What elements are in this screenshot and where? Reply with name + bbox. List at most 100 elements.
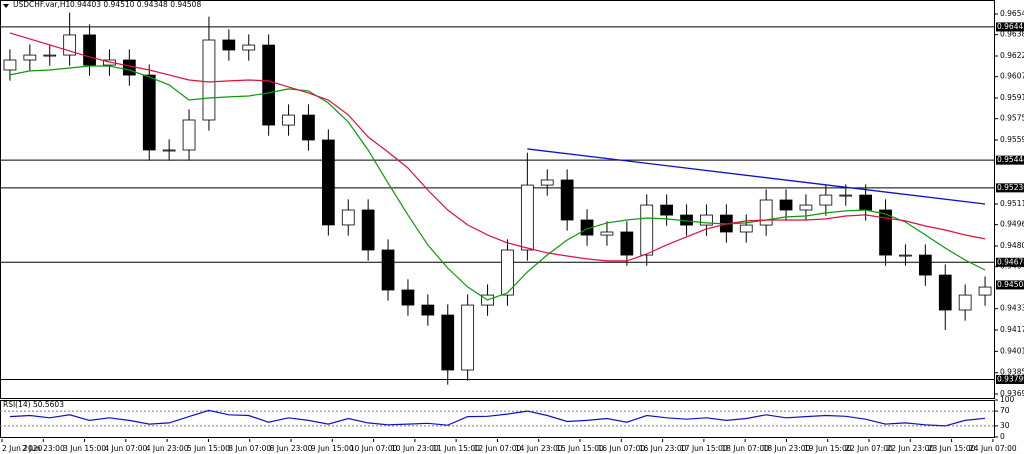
x-tick-label: 5 Jun 15:00 bbox=[187, 444, 230, 453]
candle-body bbox=[859, 194, 873, 211]
x-tick-label: 12 Jun 07:00 bbox=[474, 444, 522, 453]
candle-body bbox=[242, 44, 256, 51]
candle-body bbox=[520, 184, 534, 251]
x-tick-label: 8 Jun 07:00 bbox=[228, 444, 271, 453]
panel-frame bbox=[0, 0, 995, 399]
x-tick-label: 19 Jun 15:00 bbox=[804, 444, 852, 453]
ohlc-readout: 0.94403 0.94510 0.94348 0.94508 bbox=[70, 0, 201, 9]
candle-body bbox=[142, 74, 156, 151]
trend-line bbox=[527, 148, 986, 205]
candle-body bbox=[381, 249, 395, 291]
candle-body bbox=[918, 254, 932, 276]
candle-body bbox=[202, 39, 216, 121]
y-tick-label: 30 bbox=[1000, 421, 1010, 430]
level-label: 0.94678 bbox=[997, 257, 1024, 266]
price-label: 0.94508 bbox=[997, 280, 1024, 289]
candle-body bbox=[401, 289, 415, 306]
rsi-title: RSI(14) 50.5603 bbox=[3, 400, 64, 409]
candle-body bbox=[461, 304, 475, 371]
panel-frame bbox=[0, 400, 995, 438]
moving-average bbox=[9, 32, 986, 262]
candle-body bbox=[640, 204, 654, 256]
level-tag bbox=[996, 183, 1024, 193]
level-tag bbox=[996, 257, 1024, 267]
candle-body bbox=[441, 314, 455, 371]
candle-body bbox=[700, 214, 713, 226]
candle-body bbox=[540, 179, 554, 186]
candle-body bbox=[421, 304, 435, 316]
candle-body bbox=[23, 54, 37, 61]
candle-body bbox=[182, 119, 196, 151]
candle-body bbox=[938, 274, 952, 311]
x-tick-label: 16 Jun 23:00 bbox=[639, 444, 687, 453]
y-tick-label: 0 bbox=[1000, 432, 1005, 441]
candle-body bbox=[958, 294, 972, 311]
candle-body bbox=[879, 209, 892, 256]
x-tick-label: 22 Jun 07:00 bbox=[845, 444, 893, 453]
candle-body bbox=[759, 199, 773, 226]
level-tag bbox=[996, 374, 1024, 384]
candle-body bbox=[302, 114, 315, 141]
candle-body bbox=[122, 59, 136, 76]
level-tag bbox=[996, 22, 1024, 32]
y-tick-label: 100 bbox=[1000, 395, 1015, 404]
y-tick-label: 0.96225 bbox=[1000, 51, 1024, 60]
candle-body bbox=[899, 254, 912, 257]
x-tick-label: 22 Jun 23:00 bbox=[886, 444, 934, 453]
x-tick-label: 16 Jun 07:00 bbox=[597, 444, 645, 453]
y-tick-label: 0.95115 bbox=[1000, 199, 1024, 208]
candle-body bbox=[839, 194, 853, 197]
level-label: 0.96443 bbox=[997, 22, 1024, 31]
x-tick-label: 4 Jun 07:00 bbox=[104, 444, 147, 453]
candle-body bbox=[978, 286, 992, 296]
candle-body bbox=[83, 34, 96, 66]
candle-body bbox=[222, 39, 236, 51]
candle-body bbox=[341, 209, 355, 226]
level-label: 0.93799 bbox=[997, 374, 1024, 383]
x-tick-label: 3 Jun 15:00 bbox=[63, 444, 106, 453]
chart-title: USDCHF.var,H1 bbox=[13, 0, 71, 9]
candle-body bbox=[799, 204, 813, 211]
x-tick-label: 4 Jun 23:00 bbox=[146, 444, 189, 453]
moving-average bbox=[9, 65, 986, 301]
candle-body bbox=[620, 231, 634, 256]
y-tick-label: 0.95595 bbox=[1000, 135, 1024, 144]
candle-body bbox=[779, 199, 793, 211]
candle-body bbox=[660, 204, 674, 216]
x-tick-label: 10 Jun 23:00 bbox=[391, 444, 439, 453]
candle-body bbox=[600, 231, 614, 236]
candle-body bbox=[361, 209, 375, 251]
price-tag bbox=[996, 280, 1024, 290]
x-tick-label: 15 Jun 15:00 bbox=[556, 444, 604, 453]
candle-body bbox=[262, 44, 276, 126]
x-tick-label: 14 Jun 23:00 bbox=[515, 444, 563, 453]
level-label: 0.95236 bbox=[997, 183, 1024, 192]
x-tick-label: 2 Jun 23:00 bbox=[22, 444, 65, 453]
x-tick-label: 18 Jun 23:00 bbox=[763, 444, 811, 453]
candle-body bbox=[739, 224, 753, 233]
x-tick-label: 8 Jun 23:00 bbox=[270, 444, 313, 453]
x-tick-label: 17 Jun 15:00 bbox=[680, 444, 728, 453]
menu-arrow bbox=[3, 4, 9, 8]
x-tick-label: 18 Jun 07:00 bbox=[721, 444, 769, 453]
x-tick-label: 24 Jun 07:00 bbox=[969, 444, 1017, 453]
x-tick-label: 11 Jun 15:00 bbox=[432, 444, 480, 453]
y-tick-label: 70 bbox=[1000, 406, 1010, 415]
candle-body bbox=[501, 249, 514, 296]
x-tick-label: 9 Jun 15:00 bbox=[311, 444, 354, 453]
candle-body bbox=[3, 59, 17, 71]
candle-body bbox=[560, 179, 574, 221]
x-tick-label: 2 Jun 2020 bbox=[2, 444, 43, 453]
candle-body bbox=[321, 139, 335, 226]
y-tick-label: 0.96385 bbox=[1000, 30, 1024, 39]
level-tag bbox=[996, 155, 1024, 165]
